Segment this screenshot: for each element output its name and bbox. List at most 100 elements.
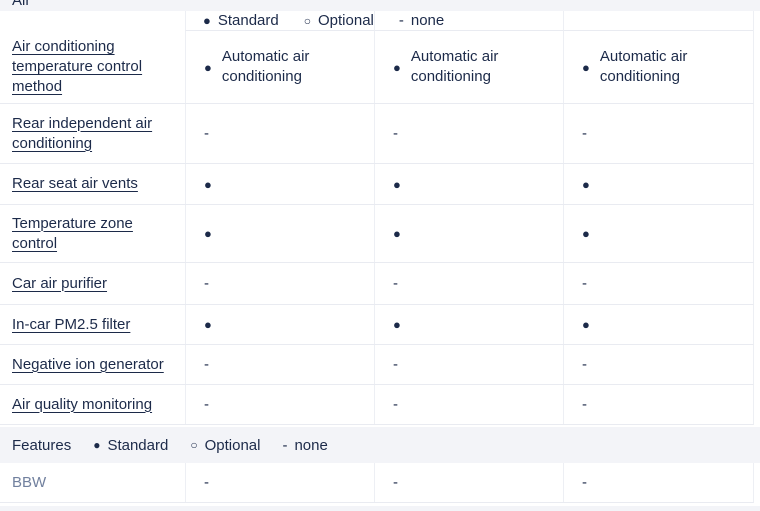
- none-dash-icon: -: [582, 396, 587, 413]
- legend-row: ● Standard ○ Optional - none: [0, 11, 754, 31]
- features-section-title: Features: [12, 436, 72, 454]
- legend-optional-label: Optional: [318, 12, 374, 29]
- standard-dot-icon: ●: [393, 176, 401, 192]
- none-dash-icon: -: [204, 125, 209, 142]
- spec-label-link[interactable]: Negative ion generator: [12, 355, 164, 373]
- none-dash-icon: -: [204, 474, 209, 491]
- none-dash-icon: -: [398, 12, 404, 29]
- legend-standard-label: Standard: [107, 436, 169, 454]
- spec-cell: -: [563, 104, 753, 163]
- spec-label-link[interactable]: Rear independent air conditioning: [12, 114, 153, 152]
- none-dash-icon: -: [393, 474, 398, 491]
- spec-cell: ●: [563, 305, 753, 344]
- spec-cell: ●: [185, 205, 374, 262]
- spec-value: Automatic air conditioning: [599, 48, 688, 85]
- next-section-header: [0, 506, 760, 511]
- standard-dot-icon: ●: [204, 226, 212, 241]
- table-row: Rear seat air vents ● ● ●: [0, 164, 754, 205]
- spec-cell: -: [563, 345, 753, 384]
- none-dash-icon: -: [393, 125, 398, 142]
- spec-cell: ●: [374, 205, 563, 262]
- spec-cell: ●: [374, 305, 563, 344]
- legend-none: - none: [399, 12, 444, 29]
- none-dash-icon: -: [393, 396, 398, 413]
- spec-label-link[interactable]: Air quality monitoring: [12, 395, 153, 413]
- none-dash-icon: -: [582, 275, 587, 292]
- optional-circle-icon: ○: [303, 13, 311, 28]
- table-row: Air quality monitoring - - -: [0, 385, 754, 425]
- spec-cell: -: [374, 263, 563, 304]
- features-section-header: Features ● Standard ○ Optional - none: [0, 427, 760, 463]
- spec-table: Air conditioning temperature control met…: [0, 31, 760, 425]
- table-row: Air conditioning temperature control met…: [0, 31, 754, 104]
- spec-value: Automatic air conditioning: [410, 48, 499, 85]
- standard-dot-icon: ●: [204, 59, 212, 75]
- none-dash-icon: -: [204, 275, 209, 292]
- spec-cell: ●: [563, 164, 753, 204]
- spec-label-link[interactable]: In-car PM2.5 filter: [12, 315, 131, 333]
- table-row: Temperature zone control ● ● ●: [0, 205, 754, 263]
- legend-optional-label: Optional: [204, 436, 261, 454]
- legend-spacer-cell: [0, 11, 185, 31]
- legend-standard-label: Standard: [217, 12, 279, 29]
- spec-cell: ●: [185, 305, 374, 344]
- spec-label-link[interactable]: Rear seat air vents: [12, 175, 138, 192]
- spec-cell: -: [185, 345, 374, 384]
- spec-cell: -: [374, 345, 563, 384]
- spec-cell: -: [563, 263, 753, 304]
- legend-none-label: none: [294, 436, 328, 454]
- none-dash-icon: -: [393, 356, 398, 373]
- air-section-title: Air: [12, 0, 31, 9]
- spec-cell: -: [185, 263, 374, 304]
- standard-dot-icon: ●: [582, 59, 590, 75]
- spec-cell: ● Automatic air conditioning: [374, 31, 563, 103]
- air-section-header: Air: [0, 0, 760, 11]
- bbw-label: BBW: [12, 473, 47, 491]
- spec-cell: -: [563, 385, 753, 424]
- table-row: BBW - - -: [0, 463, 754, 503]
- spec-cell: ●: [563, 205, 753, 262]
- spec-value: Automatic air conditioning: [221, 48, 310, 85]
- standard-dot-icon: ●: [203, 13, 211, 28]
- spec-cell: -: [185, 104, 374, 163]
- standard-dot-icon: ●: [204, 176, 212, 192]
- none-dash-icon: -: [204, 356, 209, 373]
- standard-dot-icon: ●: [582, 317, 590, 332]
- standard-dot-icon: ●: [93, 438, 101, 452]
- spec-cell: ● Automatic air conditioning: [185, 31, 374, 103]
- spec-cell: ● Automatic air conditioning: [563, 31, 753, 103]
- standard-dot-icon: ●: [582, 176, 590, 192]
- legend-optional: ○ Optional: [190, 437, 260, 454]
- none-dash-icon: -: [204, 396, 209, 413]
- spec-cell: -: [374, 104, 563, 163]
- spec-cell: -: [185, 463, 374, 502]
- legend-cell: [374, 11, 563, 31]
- legend-standard: ● Standard: [203, 12, 279, 29]
- standard-dot-icon: ●: [393, 59, 401, 75]
- none-dash-icon: -: [393, 275, 398, 292]
- table-row: In-car PM2.5 filter ● ● ●: [0, 305, 754, 345]
- spec-cell: -: [185, 385, 374, 424]
- none-dash-icon: -: [582, 125, 587, 142]
- standard-dot-icon: ●: [393, 317, 401, 332]
- legend-none-label: none: [410, 12, 445, 29]
- legend-none: - none: [282, 437, 327, 454]
- legend-optional: ○ Optional: [304, 12, 374, 29]
- none-dash-icon: -: [582, 474, 587, 491]
- legend-cell: [563, 11, 753, 31]
- table-row: Rear independent air conditioning - - -: [0, 104, 754, 164]
- table-row: Car air purifier - - -: [0, 263, 754, 305]
- spec-cell: ●: [374, 164, 563, 204]
- none-dash-icon: -: [282, 436, 288, 454]
- spec-label-link[interactable]: Temperature zone control: [12, 214, 133, 252]
- spec-label-link[interactable]: Car air purifier: [12, 274, 108, 292]
- spec-cell: -: [563, 463, 753, 502]
- features-table: BBW - - -: [0, 463, 760, 503]
- spec-label-link[interactable]: Air conditioning temperature control met…: [12, 38, 143, 95]
- standard-dot-icon: ●: [204, 317, 212, 332]
- standard-dot-icon: ●: [582, 226, 590, 241]
- spec-cell: -: [374, 463, 563, 502]
- none-dash-icon: -: [582, 356, 587, 373]
- table-row: Negative ion generator - - -: [0, 345, 754, 385]
- spec-cell: ●: [185, 164, 374, 204]
